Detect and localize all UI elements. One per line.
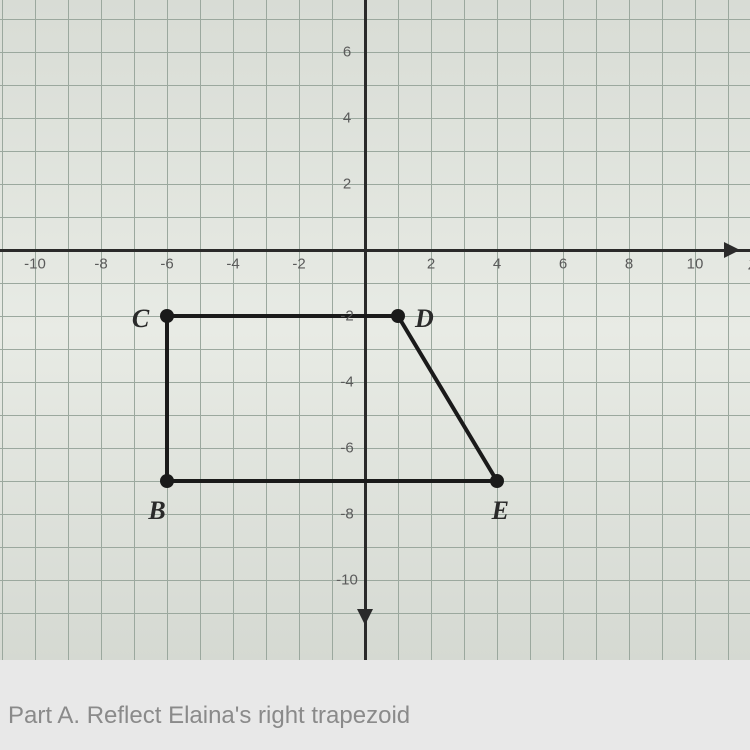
vertex-label-c: C: [132, 304, 149, 334]
x-tick-label: -2: [292, 256, 305, 273]
x-tick-label: -6: [160, 256, 173, 273]
coordinate-plane: -10-8-6-4-2246810642-2-4-6-8-10xBCDE: [0, 0, 750, 660]
y-tick-label: -2: [340, 308, 353, 325]
y-tick-label: -8: [340, 506, 353, 523]
vertex-label-e: E: [492, 496, 509, 526]
vertex-label-b: B: [148, 496, 165, 526]
x-tick-label: 8: [625, 256, 633, 273]
trapezoid-shape: [0, 0, 750, 660]
x-tick-label: 2: [427, 256, 435, 273]
y-tick-label: 6: [343, 44, 351, 61]
vertex-label-d: D: [415, 304, 434, 334]
x-tick-label: 4: [493, 256, 501, 273]
y-tick-label: -6: [340, 440, 353, 457]
question-text: Part A. Reflect Elaina's right trapezoid: [8, 702, 410, 730]
x-tick-label: -8: [94, 256, 107, 273]
y-tick-label: -4: [340, 374, 353, 391]
y-tick-label: 4: [343, 110, 351, 127]
y-tick-label: 2: [343, 176, 351, 193]
x-tick-label: 10: [687, 256, 704, 273]
y-tick-label: -10: [336, 572, 358, 589]
x-tick-label: -10: [24, 256, 46, 273]
x-tick-label: -4: [226, 256, 239, 273]
x-tick-label: 6: [559, 256, 567, 273]
